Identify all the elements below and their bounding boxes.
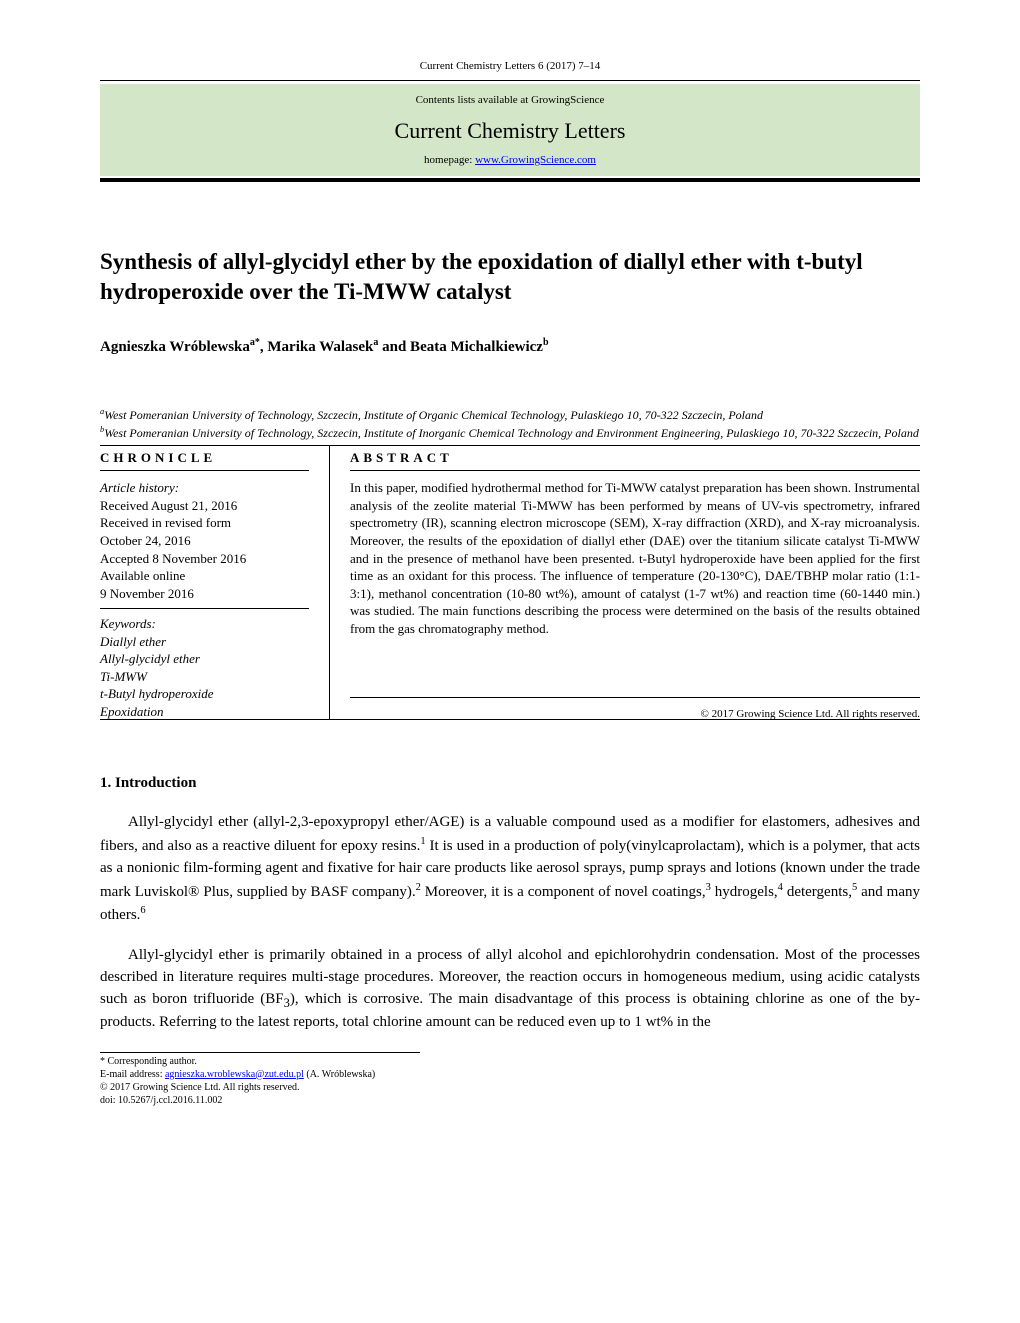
section-heading-intro: 1. Introduction bbox=[100, 775, 920, 792]
email-line: E-mail address: agnieszka.wroblewska@zut… bbox=[100, 1068, 420, 1081]
history-line: October 24, 2016 bbox=[100, 532, 309, 550]
history-line: Accepted 8 November 2016 bbox=[100, 550, 309, 568]
contents-available: Contents lists available at GrowingScien… bbox=[100, 94, 920, 106]
keyword: Ti-MWW bbox=[100, 668, 309, 686]
history-line: Available online bbox=[100, 567, 309, 585]
chronicle-abstract-row: CHRONICLE Article history: Received Augu… bbox=[100, 446, 920, 720]
body-paragraph-2: Allyl-glycidyl ether is primarily obtain… bbox=[100, 945, 920, 1033]
homepage-link[interactable]: www.GrowingScience.com bbox=[475, 154, 596, 166]
author-1: Agnieszka Wróblewskaa*, Marika Walaseka … bbox=[100, 339, 549, 355]
abstract-header: ABSTRACT bbox=[350, 446, 920, 471]
affiliation-b: bWest Pomeranian University of Technolog… bbox=[100, 424, 920, 442]
chronicle-body: Article history: Received August 21, 201… bbox=[100, 471, 309, 720]
article-history-label: Article history: bbox=[100, 479, 309, 497]
abstract-text: In this paper, modified hydrothermal met… bbox=[350, 471, 920, 637]
corresponding-author: * Corresponding author. bbox=[100, 1055, 420, 1068]
keyword: Allyl-glycidyl ether bbox=[100, 650, 309, 668]
keywords-label: Keywords: bbox=[100, 615, 309, 633]
chronicle-divider bbox=[100, 608, 309, 609]
chronicle-column: CHRONICLE Article history: Received Augu… bbox=[100, 446, 330, 720]
rule-top bbox=[100, 80, 920, 81]
article-title: Synthesis of allyl-glycidyl ether by the… bbox=[100, 247, 920, 307]
header-citation: Current Chemistry Letters 6 (2017) 7–14 bbox=[100, 60, 920, 72]
email-author-name: (A. Wróblewska) bbox=[304, 1069, 375, 1080]
email-link[interactable]: agnieszka.wroblewska@zut.edu.pl bbox=[165, 1069, 304, 1080]
body-paragraph-1: Allyl-glycidyl ether (allyl-2,3-epoxypro… bbox=[100, 812, 920, 927]
keyword: Diallyl ether bbox=[100, 633, 309, 651]
affiliations: aWest Pomeranian University of Technolog… bbox=[100, 406, 920, 442]
keywords-list: Diallyl ether Allyl-glycidyl ether Ti-MW… bbox=[100, 633, 309, 721]
journal-homepage: homepage: www.GrowingScience.com bbox=[100, 154, 920, 166]
chronicle-header: CHRONICLE bbox=[100, 446, 309, 471]
keyword: t-Butyl hydroperoxide bbox=[100, 685, 309, 703]
rule-double bbox=[100, 178, 920, 182]
authors: Agnieszka Wróblewskaa*, Marika Walaseka … bbox=[100, 337, 920, 356]
keyword: Epoxidation bbox=[100, 703, 309, 721]
history-line: 9 November 2016 bbox=[100, 585, 309, 603]
footnote-copyright: © 2017 Growing Science Ltd. All rights r… bbox=[100, 1081, 420, 1094]
footnotes: * Corresponding author. E-mail address: … bbox=[100, 1052, 420, 1107]
history-line: Received August 21, 2016 bbox=[100, 497, 309, 515]
affiliation-a: aWest Pomeranian University of Technolog… bbox=[100, 406, 920, 424]
journal-name: Current Chemistry Letters bbox=[100, 118, 920, 144]
homepage-label: homepage: bbox=[424, 154, 475, 166]
abstract-copyright: © 2017 Growing Science Ltd. All rights r… bbox=[350, 697, 920, 720]
email-label: E-mail address: bbox=[100, 1069, 165, 1080]
abstract-column: ABSTRACT In this paper, modified hydroth… bbox=[330, 446, 920, 720]
history-line: Received in revised form bbox=[100, 514, 309, 532]
journal-banner: Contents lists available at GrowingScien… bbox=[100, 84, 920, 176]
footnote-doi: doi: 10.5267/j.ccl.2016.11.002 bbox=[100, 1094, 420, 1107]
